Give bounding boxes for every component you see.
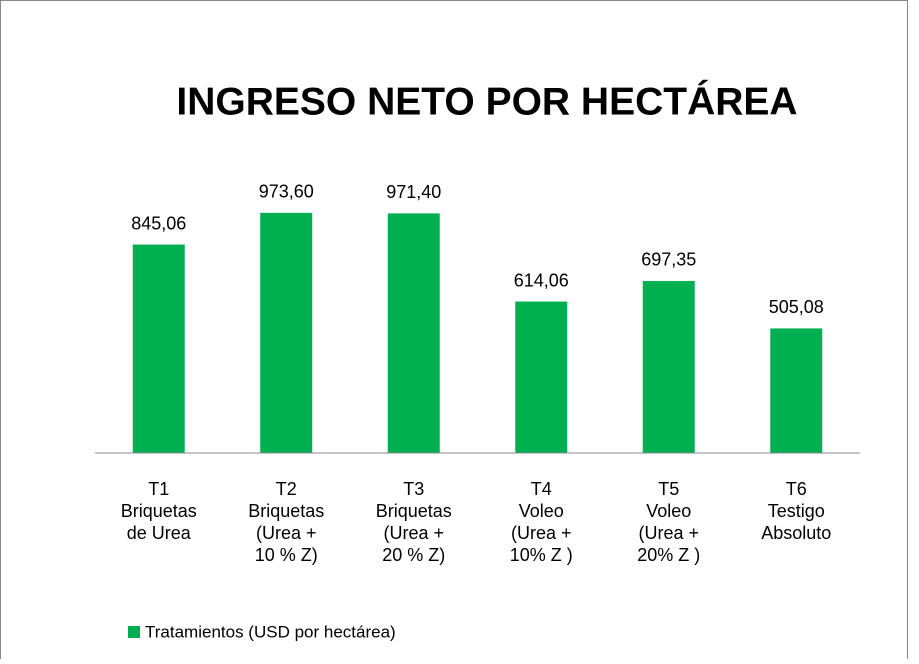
legend-label: Tratamientos (USD por hectárea) [145,622,396,641]
data-label: 971,40 [386,182,441,202]
data-label: 973,60 [259,182,314,202]
bar [770,328,823,453]
x-tick-label: T2 Briquetas (Urea +10 % Z) [248,479,324,565]
x-tick-label: T5 Voleo (Urea +20% Z ) [637,479,700,565]
x-tick-label: T6 Testigo Absoluto [761,479,831,543]
bar [515,301,568,453]
data-label: 614,06 [514,270,569,290]
x-tick-label: T1 Briquetas de Urea [121,479,197,543]
x-tick-label: T3 Briquetas (Urea +20 % Z) [376,479,452,565]
bar [132,244,185,453]
bar [642,280,695,453]
bar [260,212,313,453]
data-label: 697,35 [641,250,696,270]
legend-swatch [128,626,140,638]
data-label: 505,08 [769,297,824,317]
data-label: 845,06 [131,213,186,233]
x-tick-label: T4 Voleo (Urea +10% Z ) [510,479,573,565]
bar [387,213,440,453]
chart-title: INGRESO NETO POR HECTÁREA [176,79,797,123]
